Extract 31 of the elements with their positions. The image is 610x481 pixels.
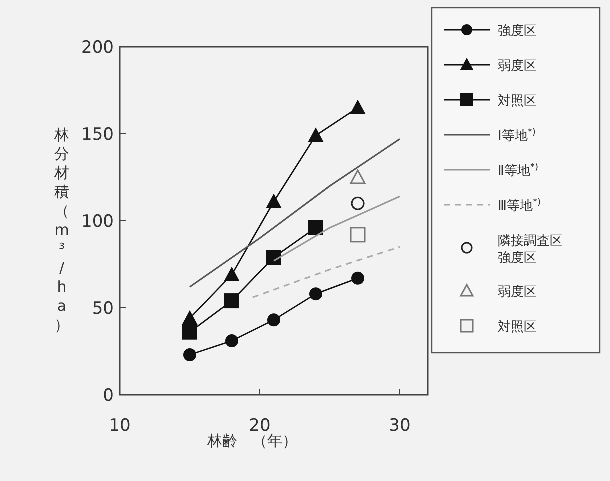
- legend-label: 隣接調査区強度区: [498, 234, 563, 266]
- point: [352, 272, 364, 285]
- legend-label: 対照区: [498, 319, 537, 335]
- text: 林分材積（m³/ha）: [54, 126, 70, 334]
- point: [184, 348, 196, 362]
- point: [308, 128, 324, 142]
- point: [182, 310, 198, 325]
- legend-label: Ⅲ等地$^{*)}$: [498, 198, 542, 214]
- point: [268, 314, 280, 327]
- point: [308, 220, 324, 236]
- point: [224, 267, 240, 282]
- y-tick-label: 150: [82, 125, 114, 145]
- legend-label: Ⅱ等地$^{*)}$: [498, 163, 539, 179]
- point: [224, 294, 240, 309]
- point: [310, 288, 322, 301]
- x-tick-label: 10: [109, 416, 131, 436]
- y-tick-label: 50: [92, 299, 114, 319]
- point: [266, 194, 282, 208]
- legend-label: 対照区: [498, 93, 537, 109]
- y-tick-label: 200: [82, 38, 114, 58]
- point: [226, 334, 238, 348]
- legend-label: 弱度区: [498, 284, 537, 300]
- x-tick-label: 30: [389, 416, 411, 436]
- point: [266, 250, 282, 266]
- legend-label: 弱度区: [498, 58, 537, 74]
- legend-label: Ⅰ等地$^{*)}$: [498, 128, 536, 144]
- legend-label: 強度区: [498, 23, 537, 39]
- y-tick-label: 0: [103, 386, 114, 406]
- y-tick-label: 100: [82, 212, 114, 232]
- point: [350, 100, 366, 114]
- point: [182, 324, 198, 340]
